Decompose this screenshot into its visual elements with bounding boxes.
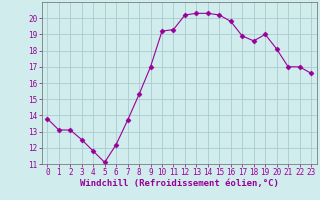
X-axis label: Windchill (Refroidissement éolien,°C): Windchill (Refroidissement éolien,°C) (80, 179, 279, 188)
